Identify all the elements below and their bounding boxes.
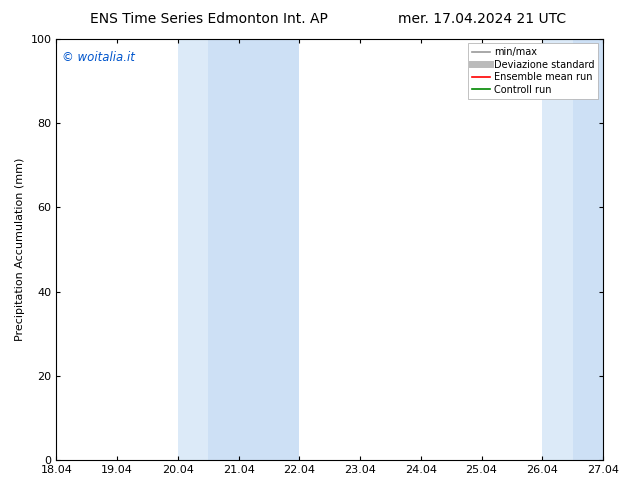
Y-axis label: Precipitation Accumulation (mm): Precipitation Accumulation (mm) (15, 158, 25, 341)
Text: © woitalia.it: © woitalia.it (62, 51, 135, 64)
Text: ENS Time Series Edmonton Int. AP: ENS Time Series Edmonton Int. AP (90, 12, 328, 26)
Bar (542, 39, 573, 460)
Bar (573, 39, 603, 460)
Bar (178, 39, 208, 460)
Text: mer. 17.04.2024 21 UTC: mer. 17.04.2024 21 UTC (398, 12, 566, 26)
Bar (208, 39, 299, 460)
Legend: min/max, Deviazione standard, Ensemble mean run, Controll run: min/max, Deviazione standard, Ensemble m… (469, 44, 598, 98)
